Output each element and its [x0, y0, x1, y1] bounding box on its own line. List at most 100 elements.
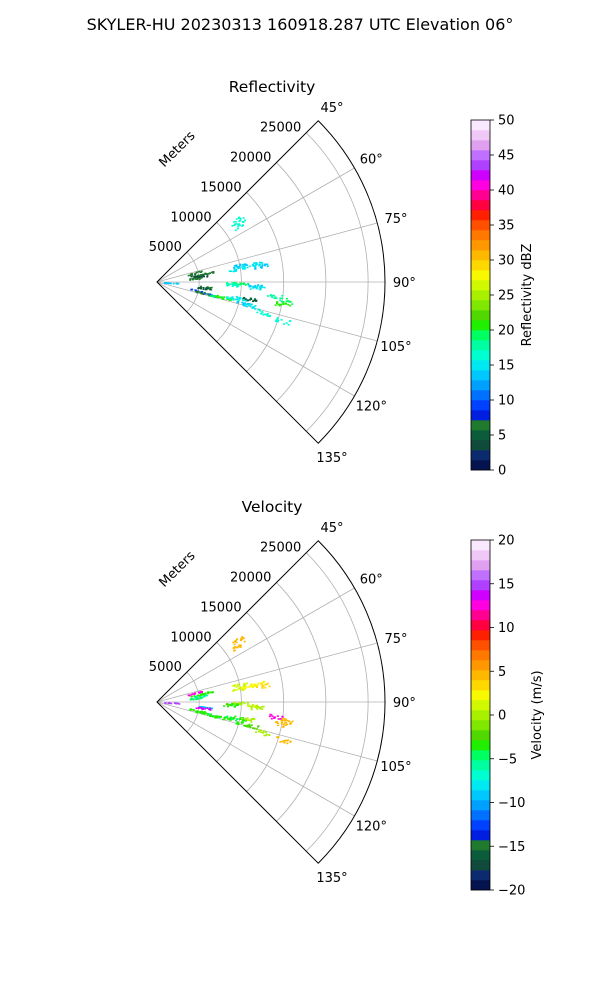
echo-gate: [248, 303, 251, 305]
echo-gate: [237, 285, 240, 288]
echo-gate: [242, 221, 245, 223]
echo-gate: [248, 705, 251, 707]
echo-gate: [200, 270, 203, 273]
echo-gate: [197, 711, 200, 713]
echo-gate: [167, 282, 170, 284]
echo-gate: [286, 723, 289, 726]
azimuth-gridline: [156, 642, 378, 703]
echo-gate: [246, 264, 249, 266]
echo-gate: [205, 287, 208, 289]
velocity-axis-labels: 45° 60° 75° 90° 105° 120° 135° 5000 10000 15000 20…: [149, 521, 416, 886]
colorbar-segment: [471, 330, 490, 341]
echo-gate: [168, 282, 171, 285]
echo-gate: [238, 220, 241, 222]
echo-gate: [239, 264, 242, 266]
reflectivity-echoes: [163, 216, 294, 326]
echo-gate: [236, 227, 239, 230]
echo-gate: [210, 271, 213, 274]
echo-gate: [187, 694, 190, 696]
echo-gate: [271, 715, 274, 717]
echo-gate: [242, 685, 245, 687]
echo-gate: [239, 217, 242, 220]
echo-gate: [235, 218, 238, 220]
echo-cluster: [274, 721, 292, 728]
colorbar-tick-label: 30: [498, 254, 515, 269]
echo-gate: [199, 691, 202, 693]
theta-tick-label: 105°: [380, 340, 411, 355]
echo-gate: [266, 263, 269, 266]
echo-gate: [249, 299, 252, 301]
echo-gate: [237, 301, 240, 304]
echo-gate: [190, 708, 193, 711]
echo-gate: [289, 320, 292, 322]
echo-gate: [233, 224, 236, 227]
colorbar-segment: [471, 160, 490, 171]
echo-gate: [286, 297, 288, 300]
echo-gate: [238, 224, 241, 226]
echo-gate: [259, 708, 262, 710]
echo-gate: [241, 687, 244, 690]
echo-gate: [282, 301, 285, 303]
echo-gate: [286, 719, 288, 722]
echo-gate: [283, 722, 286, 724]
colorbar-segment: [471, 310, 490, 321]
echo-gate: [246, 726, 249, 728]
echo-gate: [237, 266, 240, 268]
echo-gate: [266, 265, 269, 267]
echo-gate: [253, 685, 256, 687]
echo-gate: [209, 287, 212, 289]
echo-gate: [194, 696, 197, 698]
echo-gate: [259, 731, 262, 733]
colorbar-segment: [471, 250, 490, 261]
echo-gate: [268, 734, 271, 736]
echo-gate: [258, 264, 261, 266]
echo-gate: [280, 319, 283, 321]
colorbar-segment: [471, 340, 490, 351]
echo-gate: [189, 278, 192, 280]
echo-gate: [238, 267, 241, 269]
echo-gate: [268, 315, 271, 317]
echo-gate: [215, 715, 218, 718]
echo-gate: [235, 639, 237, 642]
echo-gate: [259, 288, 262, 291]
colorbar-tick-label: −5: [498, 752, 517, 767]
echo-gate: [226, 297, 229, 299]
echo-gate: [164, 702, 167, 704]
echo-gate: [236, 722, 239, 724]
echo-gate: [240, 637, 243, 639]
echo-gate: [246, 299, 249, 302]
echo-gate: [281, 721, 283, 724]
echo-gate: [285, 300, 288, 302]
colorbar-segment: [471, 400, 490, 411]
echo-gate: [202, 287, 205, 289]
echo-gate: [273, 717, 275, 719]
figure-suptitle: SKYLER-HU 20230313 160918.287 UTC Elevat…: [86, 15, 514, 34]
echo-gate: [207, 272, 210, 275]
echo-cluster: [249, 680, 266, 688]
echo-gate: [227, 284, 230, 286]
echo-gate: [243, 724, 246, 727]
echo-gate: [229, 283, 232, 286]
echo-gate: [195, 290, 198, 293]
echo-gate: [198, 276, 201, 279]
echo-gate: [241, 301, 244, 304]
echo-gate: [257, 308, 260, 311]
echo-gate: [233, 268, 236, 271]
echo-gate: [276, 301, 279, 304]
echo-gate: [260, 266, 263, 268]
echo-gate: [233, 266, 235, 269]
echo-gate: [256, 311, 259, 314]
azimuth-gridline: [156, 701, 378, 762]
echo-gate: [241, 701, 244, 703]
echo-gate: [243, 683, 246, 686]
colorbar-segment: [471, 790, 490, 801]
echo-gate: [251, 705, 254, 707]
colorbar-tick-label: 0: [498, 464, 506, 479]
velocity-colorbar-label: Velocity (m/s): [530, 670, 545, 759]
colorbar-segment: [471, 270, 490, 281]
echo-gate: [191, 274, 194, 276]
echo-gate: [250, 708, 253, 711]
echo-gate: [196, 291, 199, 294]
echo-gate: [209, 295, 212, 297]
echo-gate: [239, 686, 242, 689]
